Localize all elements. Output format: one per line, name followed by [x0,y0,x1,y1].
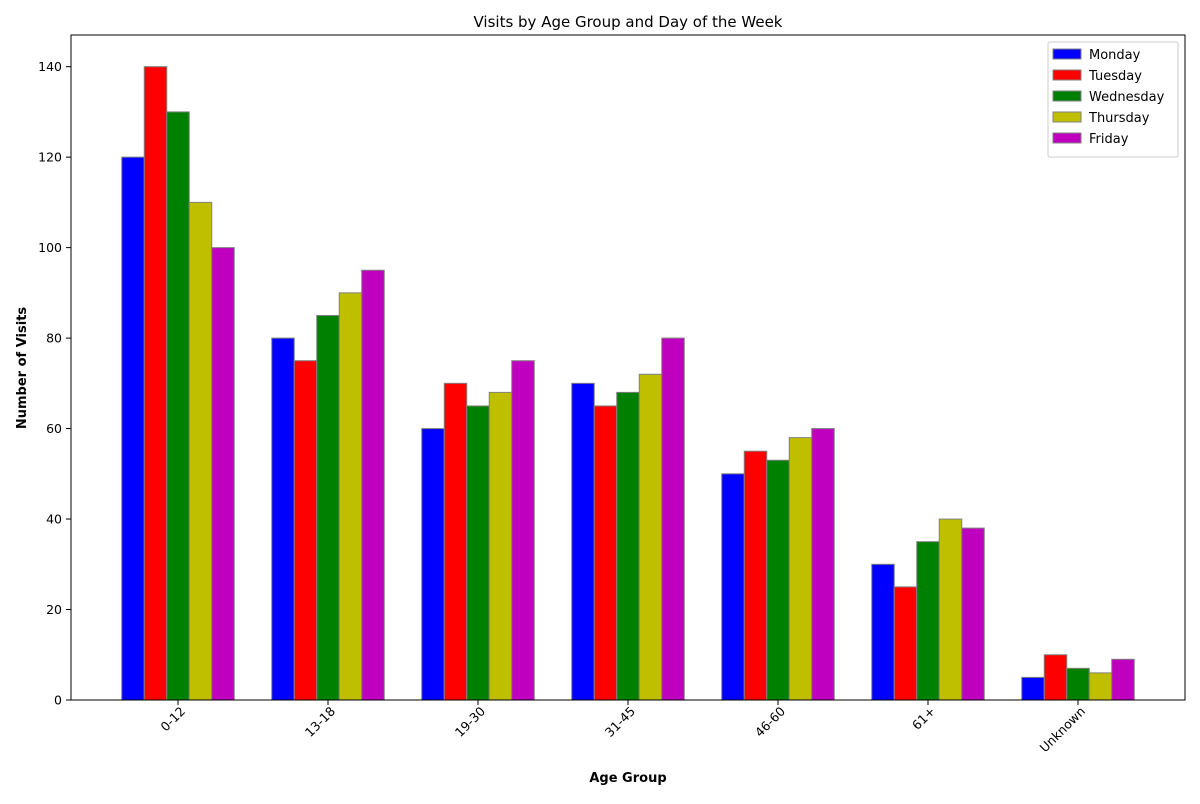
bar-tuesday-46-60 [743,450,768,701]
bar-wednesday-unknown [1066,667,1090,701]
bar-friday-31-45 [661,337,685,701]
legend-label-thursday: Thursday [1088,111,1150,126]
bar-thursday-19-30 [488,391,513,701]
legend-label-wednesday: Wednesday [1089,90,1165,105]
y-tick-label: 0 [54,693,62,708]
bar-wednesday-13-18 [316,314,340,701]
x-axis-label: Age Group [589,771,666,786]
legend-label-monday: Monday [1089,48,1141,63]
y-axis-ticks: 0 20 40 60 80 100 120 140 [38,59,71,708]
bars-layer [121,66,1135,701]
bar-thursday-46-60 [788,437,813,701]
bar-thursday-0-12 [188,201,213,701]
y-tick-label: 60 [46,421,62,436]
y-tick-label: 80 [46,331,62,346]
bar-wednesday-46-60 [766,459,790,701]
legend: Monday Tuesday Wednesday Thursday Friday [1047,41,1179,158]
bar-tuesday-31-45 [593,405,618,701]
bar-wednesday-31-45 [616,391,640,701]
bar-tuesday-unknown [1043,654,1068,701]
y-tick-label: 140 [38,59,62,74]
bar-monday-19-30 [421,428,445,701]
bar-monday-unknown [1021,676,1045,701]
legend-swatch-thursday [1052,111,1082,123]
legend-swatch-wednesday [1052,90,1082,102]
y-tick-label: 100 [38,240,62,255]
bar-friday-61+ [961,527,985,701]
bar-wednesday-61+ [916,541,940,701]
bar-friday-46-60 [811,428,835,701]
bar-monday-0-12 [121,156,145,701]
bar-monday-31-45 [571,382,595,701]
bar-monday-13-18 [271,337,295,701]
bar-thursday-31-45 [638,373,663,701]
bar-tuesday-0-12 [143,66,168,701]
bar-monday-46-60 [721,473,745,701]
legend-swatch-monday [1052,48,1082,60]
y-axis-label: Number of Visits [15,307,30,430]
bar-thursday-61+ [938,518,963,701]
y-tick-label: 40 [46,512,62,527]
bar-tuesday-13-18 [293,360,318,701]
bar-wednesday-0-12 [166,111,190,701]
bar-friday-19-30 [511,360,535,701]
bar-thursday-unknown [1088,672,1113,701]
legend-swatch-tuesday [1052,69,1082,81]
bar-friday-unknown [1111,658,1135,701]
bar-friday-0-12 [211,247,235,701]
bar-tuesday-19-30 [443,382,468,701]
chart-title: Visits by Age Group and Day of the Week [473,13,782,31]
y-tick-label: 120 [38,150,62,165]
bar-friday-13-18 [361,269,385,701]
bar-wednesday-19-30 [466,405,490,701]
bar-tuesday-61+ [893,586,918,701]
legend-label-friday: Friday [1089,132,1129,147]
plot-area-frame [70,34,1186,701]
legend-label-tuesday: Tuesday [1088,69,1142,84]
legend-swatch-friday [1052,132,1082,144]
y-tick-label: 20 [46,602,62,617]
bar-thursday-13-18 [338,292,363,701]
bar-monday-61+ [871,563,895,701]
